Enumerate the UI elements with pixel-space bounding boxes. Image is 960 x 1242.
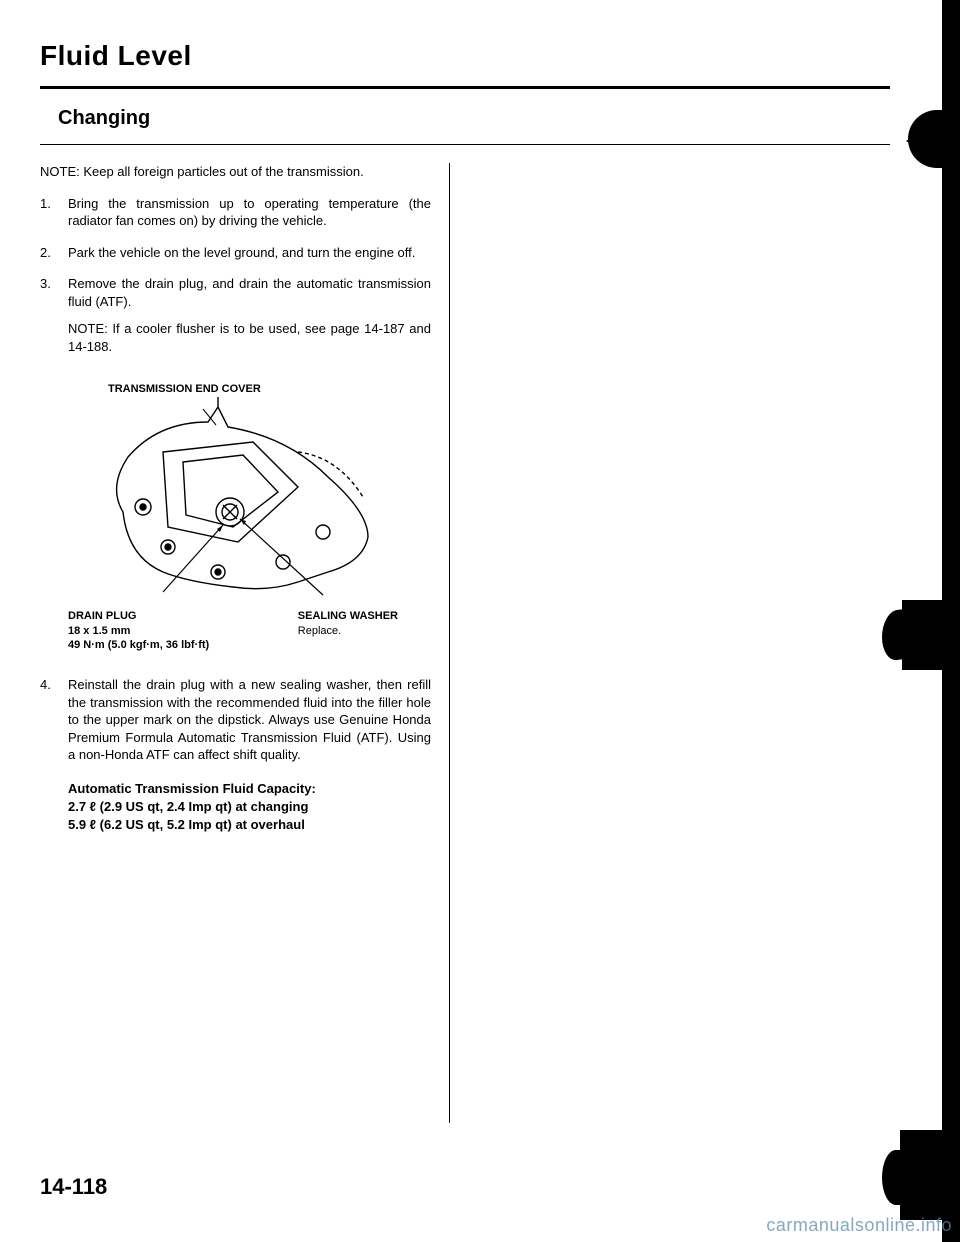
diagram-svg <box>68 397 408 607</box>
rule-thick <box>40 86 890 89</box>
diagram-washer-label: SEALING WASHER Replace. <box>298 609 398 652</box>
column-left: NOTE: Keep all foreign particles out of … <box>40 163 450 1123</box>
capacity-block: Automatic Transmission Fluid Capacity: 2… <box>40 780 431 835</box>
thumb-tab-icon <box>902 600 960 670</box>
capacity-line1: Automatic Transmission Fluid Capacity: <box>68 780 431 798</box>
step-text: Remove the drain plug, and drain the aut… <box>68 276 431 309</box>
step-num: 3. <box>40 275 51 293</box>
note-top: NOTE: Keep all foreign particles out of … <box>40 163 431 181</box>
content-columns: NOTE: Keep all foreign particles out of … <box>40 163 890 1123</box>
step-4: 4. Reinstall the drain plug with a new s… <box>40 676 431 764</box>
step-text: Reinstall the drain plug with a new seal… <box>68 677 431 762</box>
page-number: 14-118 <box>40 1174 107 1200</box>
thumb-tab-icon <box>900 1130 960 1220</box>
watermark: carmanualsonline.info <box>766 1215 952 1236</box>
step-2: 2. Park the vehicle on the level ground,… <box>40 244 431 262</box>
step-text: Bring the transmission up to operating t… <box>68 196 431 229</box>
step-text: Park the vehicle on the level ground, an… <box>68 245 415 260</box>
step-1: 1. Bring the transmission up to operatin… <box>40 195 431 230</box>
diagram-label-top: TRANSMISSION END COVER <box>108 383 431 395</box>
section-title: Changing <box>58 107 890 130</box>
capacity-line2: 2.7 ℓ (2.9 US qt, 2.4 Imp qt) at changin… <box>68 798 431 816</box>
diagram: TRANSMISSION END COVER <box>68 383 431 652</box>
step-num: 1. <box>40 195 51 213</box>
rule-thin <box>40 144 890 145</box>
step-list-2: 4. Reinstall the drain plug with a new s… <box>40 676 431 764</box>
step-num: 4. <box>40 676 51 694</box>
step-num: 2. <box>40 244 51 262</box>
diagram-drain-label: DRAIN PLUG 18 x 1.5 mm 49 N·m (5.0 kgf·m… <box>68 609 209 652</box>
step-list: 1. Bring the transmission up to operatin… <box>40 195 431 356</box>
page-title: Fluid Level <box>40 40 890 72</box>
column-right <box>450 163 890 1123</box>
binder-edge <box>918 0 960 1242</box>
step-3: 3. Remove the drain plug, and drain the … <box>40 275 431 355</box>
step-3-subnote: NOTE: If a cooler flusher is to be used,… <box>68 320 431 355</box>
thumb-tab-icon <box>908 110 960 168</box>
capacity-line3: 5.9 ℓ (6.2 US qt, 5.2 Imp qt) at overhau… <box>68 816 431 834</box>
